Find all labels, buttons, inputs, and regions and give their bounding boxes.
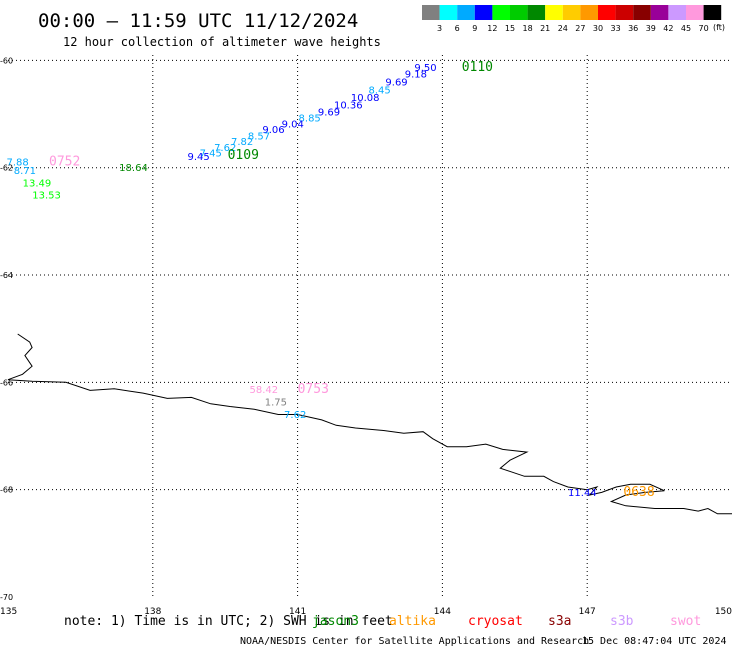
wave-height-value: 9.69 — [318, 108, 340, 119]
latitude-label: -68 — [0, 486, 13, 495]
longitude-label: 138 — [144, 607, 161, 617]
longitude-label: 141 — [289, 607, 306, 617]
footer-timestamp: 15 Dec 08:47:04 UTC 2024 — [582, 636, 727, 647]
satellite-legend: jason3 altika cryosat s3a s3b swot — [312, 614, 701, 629]
color-scale-label: 42 — [663, 24, 673, 33]
pass-time-label: 0110 — [462, 60, 493, 75]
color-scale-label: 27 — [575, 24, 585, 33]
wave-height-value: 18.64 — [119, 163, 148, 174]
color-scale-label: 6 — [455, 24, 460, 33]
wave-height-value: 7.45 — [200, 148, 222, 159]
satellite-legend-s3a: s3a — [548, 614, 571, 629]
color-swatch — [439, 5, 458, 20]
wave-height-value: 1.75 — [265, 397, 287, 408]
wave-height-value: 9.06 — [262, 125, 284, 136]
footer-credit: NOAA/NESDIS Center for Satellite Applica… — [240, 636, 589, 647]
color-scale-label: 15 — [505, 24, 515, 33]
wave-height-value: 8.57 — [248, 131, 270, 142]
wave-height-value: 10.08 — [351, 93, 380, 104]
longitude-label: 147 — [579, 607, 596, 617]
wave-height-value: 9.04 — [282, 119, 304, 130]
latitude-label: -62 — [0, 164, 13, 173]
wave-height-value: 9.18 — [405, 70, 427, 81]
color-swatch — [703, 5, 722, 20]
antarctic-coastline — [7, 333, 732, 515]
color-scale-label: 24 — [558, 24, 568, 33]
color-swatch — [474, 5, 493, 20]
latitude-label: -64 — [0, 271, 13, 280]
color-swatch — [510, 5, 528, 20]
page-title: 00:00 – 11:59 UTC 11/12/2024 — [38, 10, 358, 32]
pass-time-labels: 0110 0109 0752 0753 0638 — [49, 60, 655, 500]
color-swatch — [527, 5, 546, 20]
color-swatch — [492, 5, 510, 20]
pass-time-label: 0752 — [49, 155, 80, 170]
color-scale-label: 21 — [540, 24, 550, 33]
color-scale-label: 36 — [628, 24, 638, 33]
color-scale-label: 39 — [646, 24, 656, 33]
wave-height-value: 9.50 — [414, 63, 436, 74]
color-swatch — [633, 5, 651, 20]
wave-height-value: 7.62 — [214, 143, 236, 154]
color-scale-label: 12 — [487, 24, 497, 33]
color-swatch — [580, 5, 598, 20]
color-scale-label: 70 — [699, 24, 709, 33]
longitude-tick-labels: 135 138 141 144 147 150 — [0, 607, 732, 617]
color-scale-label: 33 — [611, 24, 621, 33]
color-swatch — [598, 5, 616, 20]
satellite-legend-swot: swot — [670, 614, 701, 629]
satellite-legend-cryosat: cryosat — [468, 614, 523, 629]
satellite-legend-jason3: jason3 — [312, 614, 359, 629]
note-text: note: 1) Time is in UTC; 2) SWH is in fe… — [64, 614, 393, 629]
wave-height-value: 13.49 — [23, 178, 52, 189]
longitude-label: 144 — [434, 607, 451, 617]
color-swatch — [457, 5, 475, 20]
color-swatch — [650, 5, 669, 20]
wave-height-value: 7.88 — [7, 158, 29, 169]
satellite-legend-altika: altika — [389, 614, 436, 629]
color-swatch — [615, 5, 634, 20]
wave-height-value: 7.62 — [284, 410, 306, 421]
longitude-label: 150 — [715, 607, 732, 617]
wave-height-value: 8.45 — [369, 86, 391, 97]
wave-height-points: 9.509.189.698.4510.0810.369.698.859.049.… — [7, 63, 597, 499]
wave-height-value: 11.44 — [568, 488, 597, 499]
color-scale-label: 3 — [437, 24, 442, 33]
wave-height-value: 58.42 — [249, 385, 278, 396]
color-scale-unit: (ft) — [713, 23, 725, 32]
color-scale-label: 45 — [681, 24, 691, 33]
longitude-label: 135 — [0, 607, 17, 617]
wave-height-value: 7.82 — [231, 137, 253, 148]
color-scale-bar: 3 6 9 12 15 18 21 24 27 30 33 36 39 42 45 70 — [422, 5, 722, 33]
color-swatch — [686, 5, 704, 20]
latitude-tick-labels: -60 -62 -64 -66 -68 -70 — [0, 56, 13, 602]
latitude-label: -66 — [0, 378, 13, 387]
pass-time-label: 0109 — [228, 148, 259, 163]
pass-time-label: 0753 — [298, 382, 329, 397]
wave-height-value: 13.53 — [32, 190, 61, 201]
wave-height-value: 8.85 — [299, 114, 321, 125]
color-swatch — [545, 5, 563, 20]
satellite-legend-s3b: s3b — [610, 614, 634, 629]
color-swatch — [668, 5, 686, 20]
color-swatch — [422, 5, 440, 20]
color-scale-label: 9 — [472, 24, 477, 33]
latitude-label: -70 — [0, 593, 13, 602]
graticule — [8, 55, 732, 597]
color-scale-label: 18 — [523, 24, 533, 33]
wave-height-value: 10.36 — [334, 101, 363, 112]
page-subtitle: 12 hour collection of altimeter wave hei… — [63, 35, 381, 49]
wave-height-value: 8.71 — [14, 166, 36, 177]
color-swatch — [562, 5, 581, 20]
color-scale-label: 30 — [593, 24, 603, 33]
pass-time-label: 0638 — [623, 485, 654, 500]
latitude-label: -60 — [0, 56, 13, 65]
wave-height-value: 9.45 — [188, 152, 210, 163]
wave-height-value: 9.69 — [385, 78, 407, 89]
